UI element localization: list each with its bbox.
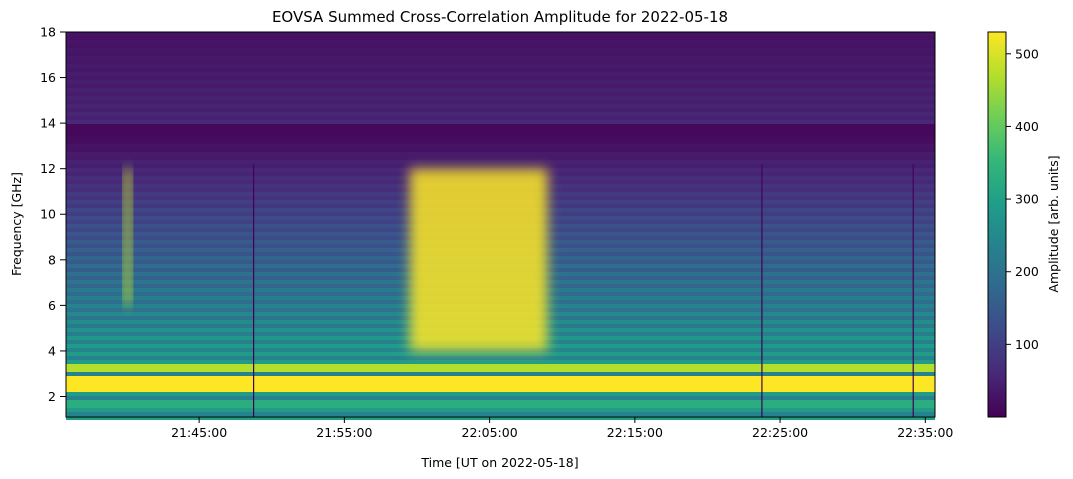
y-tick-label: 14 [40,116,56,131]
heatmap-band [66,92,935,96]
y-tick-label: 16 [40,70,56,85]
colorbar-tick-label: 100 [1015,337,1039,352]
heatmap-band [66,124,935,128]
heatmap-band [66,388,935,392]
heatmap-band [66,412,935,416]
heatmap-band [66,128,935,132]
x-tick-label: 22:05:00 [462,425,518,440]
x-axis-label: Time [UT on 2022-05-18] [420,455,578,470]
heatmap-band [66,152,935,156]
heatmap-band [66,360,935,364]
y-axis: 2 4 6 8 10 12 14 16 18 [40,25,66,404]
heatmap-band [66,356,935,360]
heatmap-band [66,372,935,376]
y-tick-label: 6 [48,298,56,313]
chart-title: EOVSA Summed Cross-Correlation Amplitude… [272,8,728,26]
heatmap-band [66,400,935,404]
heatmap-band [66,352,935,356]
heatmap-band [66,380,935,384]
y-tick-label: 10 [40,207,56,222]
colorbar-tick-label: 500 [1015,46,1039,61]
heatmap-band [66,36,935,40]
heatmap-band [66,64,935,68]
heatmap-band [66,396,935,400]
heatmap-band [66,48,935,52]
heatmap-band [66,144,935,148]
x-tick-label: 21:55:00 [316,425,372,440]
x-tick-label: 21:45:00 [171,425,227,440]
plot-frame [65,31,936,418]
heatmap-band [66,32,935,36]
heatmap-band [66,416,935,420]
heatmap-band [66,404,935,408]
heatmap-band [66,44,935,48]
heatmap-band [66,80,935,84]
heatmap-band [66,132,935,136]
heatmap-band [66,116,935,120]
heatmap-band [66,140,935,144]
heatmap-band [66,84,935,88]
heatmap-band [66,100,935,104]
x-tick-label: 22:15:00 [607,425,663,440]
heatmap-band [66,384,935,388]
colorbar-tick-label: 200 [1015,264,1039,279]
heatmap-band [66,160,935,164]
heatmap-band [66,408,935,412]
heatmap-image [66,32,935,420]
heatmap-band [66,104,935,108]
heatmap-band [66,40,935,44]
y-tick-label: 2 [48,389,56,404]
heatmap-band [66,96,935,100]
y-axis-label: Frequency [GHz] [9,172,24,276]
heatmap-band [66,112,935,116]
x-tick-label: 22:35:00 [897,425,953,440]
heatmap-band [66,368,935,372]
heatmap-band [66,148,935,152]
heatmap-band [66,136,935,140]
colorbar-tick-label: 300 [1015,192,1039,207]
colorbar-gradient [987,31,1007,418]
heatmap-band [66,68,935,72]
colorbar: 100 200 300 400 500 Amplitude [arb. units] [987,31,1061,418]
y-tick-label: 18 [40,25,56,40]
heatmap-band [66,76,935,80]
heatmap-band [66,52,935,56]
y-tick-label: 4 [48,343,56,358]
heatmap-band [66,60,935,64]
colorbar-label: Amplitude [arb. units] [1046,155,1061,292]
heatmap-band [66,376,935,380]
heatmap-band [66,108,935,112]
burst-region [123,168,132,306]
heatmap-band [66,72,935,76]
x-axis: 21:45:00 21:55:00 22:05:00 22:15:00 22:25:00… [171,417,953,440]
heatmap-band [66,56,935,60]
heatmap-band [66,364,935,368]
heatmap-band [66,164,935,168]
y-tick-label: 12 [40,161,56,176]
colorbar-ticks: 100 200 300 400 500 [1006,46,1039,352]
colorbar-tick-label: 400 [1015,119,1039,134]
heatmap-band [66,392,935,396]
plot-area [65,31,936,420]
heatmap-band [66,88,935,92]
burst-region [409,168,548,351]
heatmap-band [66,120,935,124]
x-tick-label: 22:25:00 [752,425,808,440]
y-tick-label: 8 [48,252,56,267]
heatmap-band [66,156,935,160]
